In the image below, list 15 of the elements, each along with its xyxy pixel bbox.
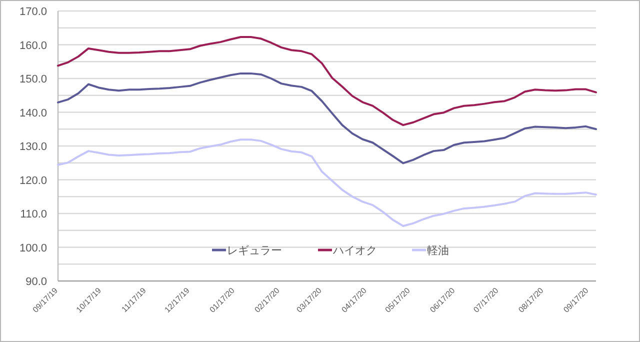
- y-tick-label: 110.0: [20, 208, 47, 220]
- legend-label: ハイオク: [332, 245, 377, 257]
- y-tick-label: 130.0: [19, 141, 47, 153]
- y-tick-label: 150.0: [19, 74, 47, 86]
- line-series: [57, 36, 597, 126]
- legend-label: レギュラー: [227, 245, 282, 257]
- y-tick-label: 100.0: [19, 242, 47, 254]
- legend-label: 軽油: [427, 244, 449, 257]
- line-series: [57, 138, 597, 227]
- line-series: [57, 72, 597, 164]
- y-tick-label: 140.0: [19, 107, 47, 120]
- y-tick-label: 160.0: [19, 40, 47, 52]
- y-tick-label: 90.0: [26, 276, 47, 288]
- y-tick-label: 120.0: [19, 174, 47, 187]
- y-tick-label: 170.0: [19, 6, 47, 18]
